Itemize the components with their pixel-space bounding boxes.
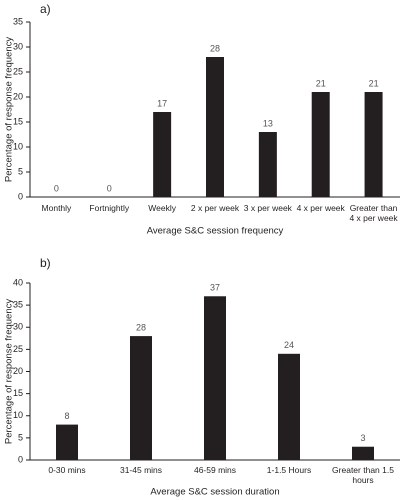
y-tick-label: 5 — [18, 432, 23, 442]
y-tick-label: 25 — [13, 344, 23, 354]
data-label: 21 — [369, 78, 379, 88]
y-tick-label: 10 — [13, 141, 23, 151]
x-tick-label: 2 x per week — [190, 203, 240, 213]
x-tick-label: Greater than 1.5 hours — [332, 465, 394, 485]
bar — [130, 336, 152, 460]
y-axis-title: Percentage of response frequency — [4, 37, 15, 182]
x-tick-label: 0-30 mins — [48, 465, 86, 475]
data-label: 0 — [54, 183, 59, 193]
y-tick-label: 15 — [13, 116, 23, 126]
data-label: 13 — [263, 118, 273, 128]
x-tick-label: Greater than 4 x per week — [349, 203, 398, 223]
bar — [352, 446, 374, 460]
y-tick-label: 20 — [13, 91, 23, 101]
bar — [153, 112, 172, 197]
y-tick-label: 0 — [18, 454, 23, 464]
y-tick-label: 20 — [13, 366, 23, 376]
data-label: 8 — [64, 411, 69, 421]
data-label: 17 — [157, 98, 167, 108]
y-tick-label: 30 — [13, 322, 23, 332]
x-tick-label: 1-1.5 Hours — [266, 465, 312, 475]
y-tick-label: 10 — [13, 410, 23, 420]
bar — [364, 92, 383, 197]
bar — [258, 132, 277, 197]
bar — [206, 57, 224, 197]
y-tick-label: 15 — [13, 388, 23, 398]
data-label: 24 — [284, 340, 294, 350]
data-label: 37 — [210, 283, 220, 293]
y-tick-label: 35 — [13, 300, 23, 310]
x-tick-label: 4 x per week — [296, 203, 345, 213]
bar — [56, 424, 78, 460]
data-label: 28 — [210, 43, 220, 53]
data-label: 28 — [136, 322, 146, 332]
y-tick-label: 25 — [13, 66, 23, 76]
bar — [204, 296, 226, 460]
x-tick-label: Weekly — [148, 203, 176, 213]
x-tick-label: 31-45 mins — [119, 465, 163, 475]
y-tick-label: 5 — [18, 166, 23, 176]
x-tick-label: 46-59 mins — [193, 465, 237, 475]
y-tick-label: 30 — [13, 41, 23, 51]
bar — [278, 353, 300, 460]
x-tick-label: 3 x per week — [243, 203, 292, 213]
x-axis-title: Average S&C session frequency — [147, 226, 284, 237]
bar — [311, 92, 330, 197]
data-label: 21 — [316, 78, 326, 88]
panel-label: a) — [40, 2, 51, 16]
x-tick-label: Monthly — [41, 203, 72, 213]
data-label: 3 — [360, 433, 365, 443]
y-tick-label: 35 — [13, 16, 23, 26]
data-label: 0 — [107, 183, 112, 193]
x-axis-title: Average S&C session duration — [150, 487, 279, 498]
x-tick-label: Fortnightly — [89, 203, 130, 213]
y-tick-label: 40 — [13, 277, 23, 287]
y-tick-label: 0 — [18, 191, 23, 201]
panel-label: b) — [40, 256, 51, 270]
y-axis-title: Percentage of response frequency — [4, 299, 15, 444]
